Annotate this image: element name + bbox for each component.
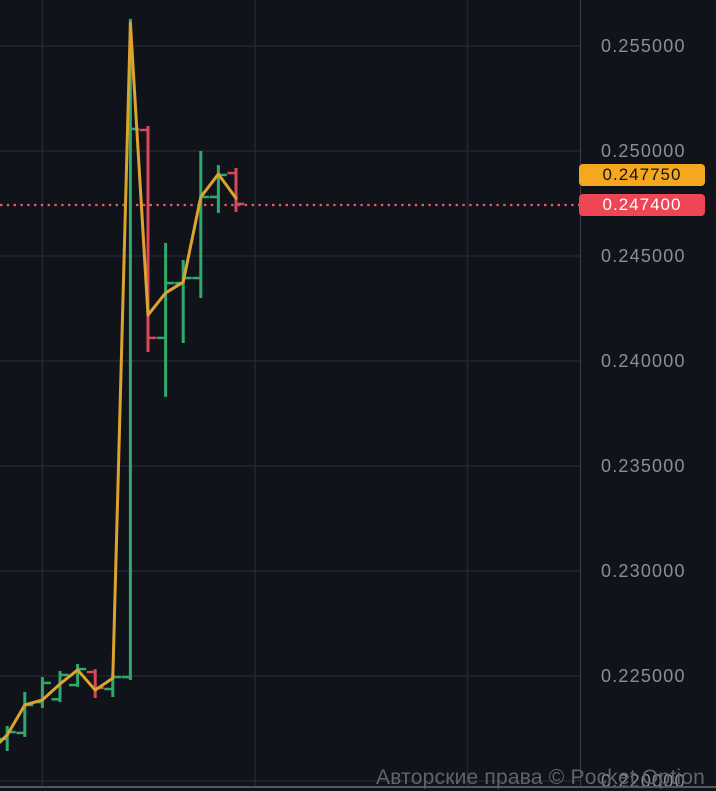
price-axis[interactable]: 0.247750 0.247400 0.255000 0.250000 0.2450… xyxy=(579,0,716,791)
ohlc-bar xyxy=(227,168,245,212)
grid xyxy=(0,0,580,787)
ohlc-bar xyxy=(157,242,175,397)
price-axis-label: 0.250000 xyxy=(601,141,686,161)
price-axis-label: 0.225000 xyxy=(601,666,686,686)
price-axis-label: 0.230000 xyxy=(601,561,686,581)
ohlc-bars xyxy=(0,18,245,751)
copyright-label: Авторские права © Pocket Option xyxy=(376,766,705,789)
current-price-value: 0.247400 xyxy=(602,194,682,214)
price-axis-label: 0.240000 xyxy=(601,351,686,371)
ohlc-bar xyxy=(69,664,87,687)
ohlc-bar xyxy=(174,259,192,343)
open-price-badge: 0.247750 xyxy=(579,164,705,187)
price-axis-label: 0.235000 xyxy=(601,456,686,476)
price-axis-label: 0.245000 xyxy=(601,246,686,266)
price-axis-label: 0.255000 xyxy=(601,36,686,56)
ohlc-bar xyxy=(51,670,69,703)
ohlc-bar xyxy=(33,677,51,708)
quote-line xyxy=(0,21,238,745)
current-price-badge: 0.247400 xyxy=(579,193,705,216)
open-price-value: 0.247750 xyxy=(602,165,682,185)
ohlc-bar xyxy=(192,151,210,298)
time-axis-border xyxy=(0,786,716,788)
